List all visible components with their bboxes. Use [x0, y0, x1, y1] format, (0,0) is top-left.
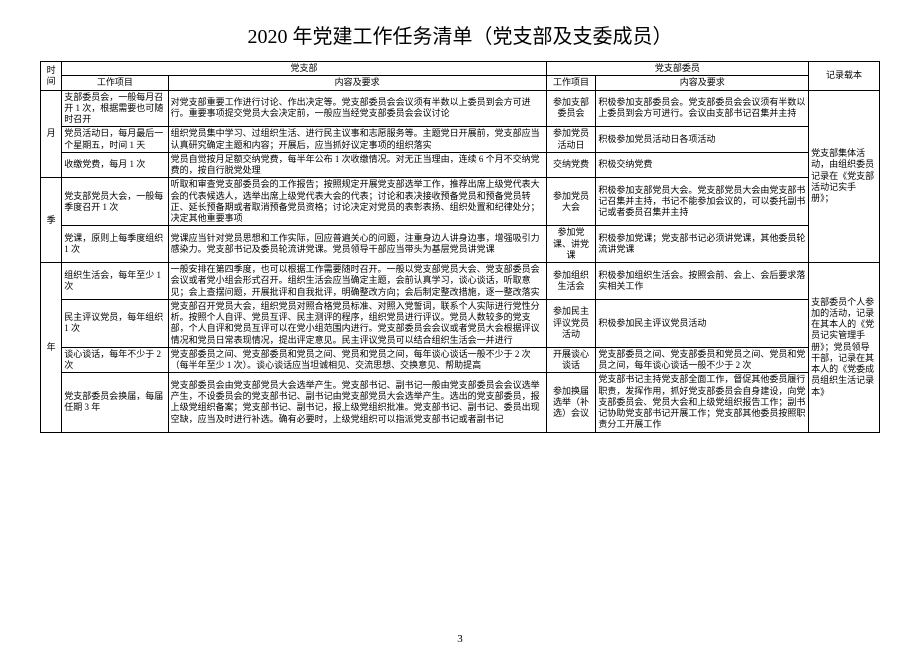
task-table: 时间 党支部 党支部委员 记录载本 工作项目 内容及要求 工作项目 内容及要求 …	[40, 61, 880, 433]
table-row: 党员活动日，每月最后一个星期五，时间 1 天组织党员集中学习、过组织生活、进行民…	[41, 127, 880, 153]
cell-req1: 党员自觉按月足额交纳党费，每半年公布 1 次收缴情况。对无正当理由，连续 6 个…	[168, 152, 546, 178]
header-item1: 工作项目	[62, 76, 168, 90]
header-committee: 党支部委员	[546, 62, 808, 76]
cell-req1: 党课应当针对党员思想和工作实际，回应普遍关心的问题，注重身边人讲身边事，增强吸引…	[168, 226, 546, 263]
table-row: 年组织生活会，每年至少 1 次一般安排在第四季度，也可以根据工作需要随时召开。一…	[41, 263, 880, 300]
cell-time: 年	[41, 263, 62, 433]
cell-req2: 积极参加民主评议党员活动	[596, 299, 809, 347]
cell-item1: 民主评议党员，每年组织 1 次	[62, 299, 168, 347]
table-row: 收缴党费，每月 1 次党员自觉按月足额交纳党费，每半年公布 1 次收缴情况。对无…	[41, 152, 880, 178]
cell-req2: 积极交纳党费	[596, 152, 809, 178]
cell-item1: 支部委员会，一般每月召开 1 次，根据需要也可随时召开	[62, 90, 168, 127]
cell-item2: 交纳党费	[546, 152, 596, 178]
cell-req1: 党支部召开党员大会，组织党员对照合格党员标准、对照入党誓词，联系个人实际进行党性…	[168, 299, 546, 347]
cell-req2: 党支部委员之间、党支部委员和党员之间、党员和党员之间，每年谈心谈话一般不少于 2…	[596, 347, 809, 373]
header-req1: 内容及要求	[168, 76, 546, 90]
cell-item2: 参加民主评议党员活动	[546, 299, 596, 347]
cell-item1: 谈心谈话，每年不少于 2 次	[62, 347, 168, 373]
cell-item2: 参加支部委员会	[546, 90, 596, 127]
cell-time: 季	[41, 178, 62, 263]
cell-item2: 开展谈心谈话	[546, 347, 596, 373]
page-title: 2020 年党建工作任务清单（党支部及支委成员）	[40, 20, 880, 49]
table-row: 党课，原则上每季度组织 1 次党课应当针对党员思想和工作实际，回应普遍关心的问题…	[41, 226, 880, 263]
cell-item2: 参加党员大会	[546, 178, 596, 226]
cell-req1: 一般安排在第四季度，也可以根据工作需要随时召开。一般以党支部党员大会、党支部委员…	[168, 263, 546, 300]
cell-item2: 参加党课、讲党课	[546, 226, 596, 263]
header-req2: 内容及要求	[596, 76, 809, 90]
cell-req1: 听取和审查党支部委员会的工作报告；按照规定开展党支部选举工作，推荐出席上级党代表…	[168, 178, 546, 226]
header-time: 时间	[41, 62, 62, 91]
cell-item1: 党支部委员会换届，每届任期 3 年	[62, 373, 168, 432]
cell-req1: 对党支部重要工作进行讨论、作出决定等。党支部委员会会议须有半数以上委员到会方可进…	[168, 90, 546, 127]
cell-req1: 党支部委员会由党支部党员大会选举产生。党支部书记、副书记一般由党支部委员会会议选…	[168, 373, 546, 432]
header-branch: 党支部	[62, 62, 546, 76]
cell-item2: 参加党员活动日	[546, 127, 596, 153]
page-number: 3	[0, 633, 920, 645]
cell-item1: 收缴党费，每月 1 次	[62, 152, 168, 178]
cell-req2: 积极参加支部委员会。党支部委员会会议须有半数以上委员到会方可进行。会议由支部书记…	[596, 90, 809, 127]
cell-req2: 积极参加组织生活会。按照会前、会上、会后要求落实相关工作	[596, 263, 809, 300]
table-row: 民主评议党员，每年组织 1 次党支部召开党员大会，组织党员对照合格党员标准、对照…	[41, 299, 880, 347]
header-item2: 工作项目	[546, 76, 596, 90]
cell-req2: 党支部书记主持党支部全面工作，督促其他委员履行职责，发挥作用，抓好党支部委员会自…	[596, 373, 809, 432]
cell-item1: 党支部党员大会，一般每季度召开 1 次	[62, 178, 168, 226]
cell-item1: 党课，原则上每季度组织 1 次	[62, 226, 168, 263]
table-row: 谈心谈话，每年不少于 2 次党支部委员之间、党支部委员和党员之间、党员和党员之间…	[41, 347, 880, 373]
table-row: 党支部委员会换届，每届任期 3 年党支部委员会由党支部党员大会选举产生。党支部书…	[41, 373, 880, 432]
table-row: 月支部委员会，一般每月召开 1 次，根据需要也可随时召开对党支部重要工作进行讨论…	[41, 90, 880, 127]
cell-record: 支部委员个人参加的活动，记录在其本人的《党员记实管理手册》；党员领导干部，记录在…	[809, 263, 880, 433]
cell-req1: 组织党员集中学习、过组织生活、进行民主议事和志愿服务等。主题党日开展前，党支部应…	[168, 127, 546, 153]
cell-req2: 积极参加支部党员大会。党支部党员大会由党支部书记召集并主持，书记不能参加会议的，…	[596, 178, 809, 226]
cell-req2: 积极参加党员活动日各项活动	[596, 127, 809, 153]
cell-item1: 党员活动日，每月最后一个星期五，时间 1 天	[62, 127, 168, 153]
cell-item1: 组织生活会，每年至少 1 次	[62, 263, 168, 300]
header-record: 记录载本	[809, 62, 880, 91]
cell-time: 月	[41, 90, 62, 178]
cell-req2: 积极参加党课；党支部书记必须讲党课，其他委员轮流讲党课	[596, 226, 809, 263]
cell-item2: 参加组织生活会	[546, 263, 596, 300]
table-row: 季党支部党员大会，一般每季度召开 1 次听取和审查党支部委员会的工作报告；按照规…	[41, 178, 880, 226]
cell-item2: 参加换届选举（补选）会议	[546, 373, 596, 432]
cell-req1: 党支部委员之间、党支部委员和党员之间、党员和党员之间，每年谈心谈话一般不少于 2…	[168, 347, 546, 373]
cell-record: 党支部集体活动，由组织委员记录在《党支部活动记实手册》；	[809, 90, 880, 263]
